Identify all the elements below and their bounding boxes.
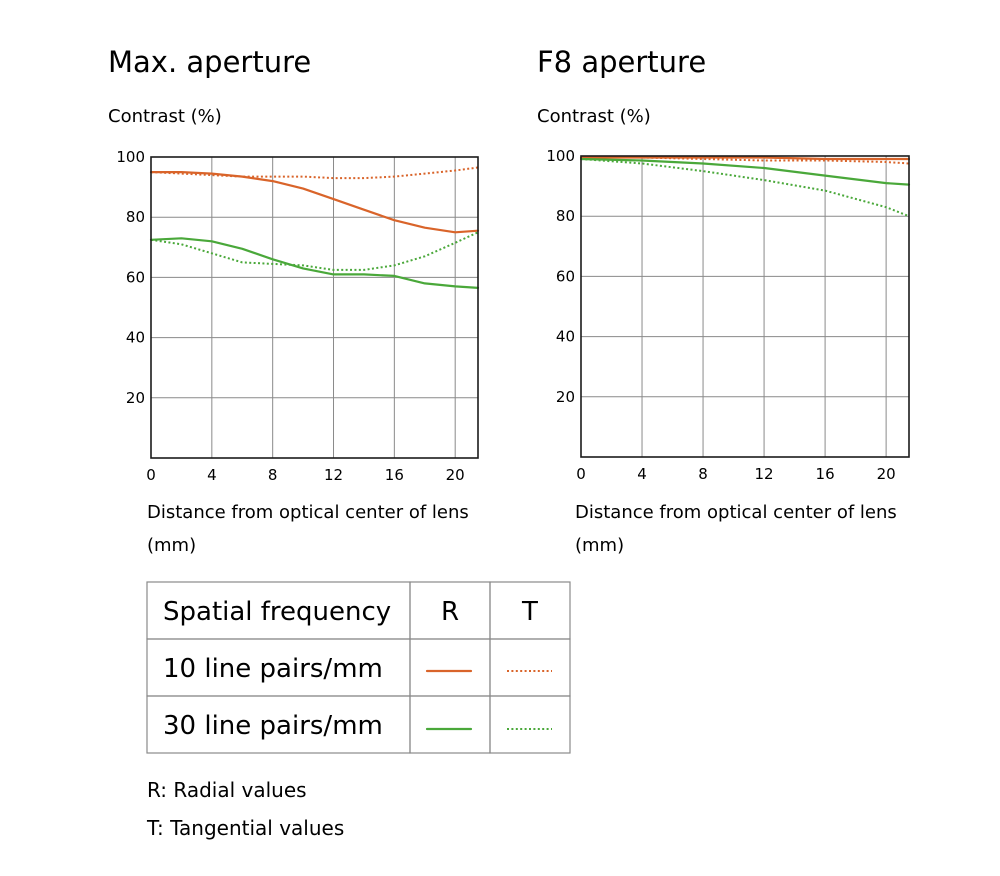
y-tick-label: 60 [126,268,145,286]
x-tick-label: 4 [637,465,647,483]
legend-header-t: T [521,597,538,627]
chart-f8-aperture: F8 aperture Contrast (%) 0 4 8 12 16 20 20 40 60… [537,45,911,556]
chart-title: F8 aperture [537,45,706,79]
x-tick-label: 4 [207,466,217,484]
plot-area: 0 4 8 12 16 20 20 40 60 80 100 [116,148,480,484]
y-tick-label: 40 [126,329,145,347]
legend-row-label-30lp: 30 line pairs/mm [163,711,383,741]
x-tick-label: 20 [446,466,465,484]
series-10lp-tangential [581,156,910,165]
legend-header-r: R [441,597,459,627]
y-tick-label: 60 [556,267,575,285]
y-tick-label: 20 [556,388,575,406]
plot-frame [580,155,910,458]
note-tangential: T: Tangential values [146,816,344,840]
series-30lp-tangential [580,158,910,218]
legend-row-label-10lp: 10 line pairs/mm [163,654,383,684]
series-10lp-tangential [150,166,479,180]
legend-row-cell [409,695,491,754]
x-tick-label: 16 [816,465,835,483]
series-30lp-tangential [150,231,479,271]
y-tick-label: 80 [556,207,575,225]
x-tick-label: 8 [698,465,708,483]
plot-frame [150,156,479,459]
legend-header-label: Spatial frequency [163,597,391,627]
chart-max-aperture: Max. aperture Contrast (%) 0 4 8 12 16 20 20 40… [108,45,480,556]
note-radial: R: Radial values [147,778,307,802]
legend-row-cell [489,638,571,697]
x-tick-label: 16 [385,466,404,484]
x-tick-label: 20 [877,465,896,483]
x-tick-label: 0 [576,465,586,483]
x-tick-label: 8 [268,466,278,484]
x-axis-title-line-2: (mm) [575,535,624,556]
x-tick-label: 0 [146,466,156,484]
y-tick-label: 100 [116,148,145,166]
x-axis-title-line-1: Distance from optical center of lens [147,502,469,523]
series-10lp-radial [149,171,480,234]
series-10lp-radial [579,156,911,161]
y-tick-label: 40 [556,328,575,346]
series-30lp-radial [579,157,911,186]
y-tick-label: 20 [126,389,145,407]
x-tick-label: 12 [755,465,774,483]
legend-table: Spatial frequency R T 10 line pairs/mm 3… [146,581,571,754]
x-axis-title-line-2: (mm) [147,535,196,556]
y-tick-label: 100 [546,147,575,165]
y-axis-title: Contrast (%) [108,106,222,127]
legend-row-cell [489,695,571,754]
legend-row-cell [409,638,491,697]
y-tick-label: 80 [126,208,145,226]
chart-title: Max. aperture [108,45,311,79]
plot-area: 0 4 8 12 16 20 20 40 60 80 100 [546,147,911,483]
y-axis-title: Contrast (%) [537,106,651,127]
x-tick-label: 12 [324,466,343,484]
series-30lp-radial [149,237,480,289]
x-axis-title-line-1: Distance from optical center of lens [575,502,897,523]
